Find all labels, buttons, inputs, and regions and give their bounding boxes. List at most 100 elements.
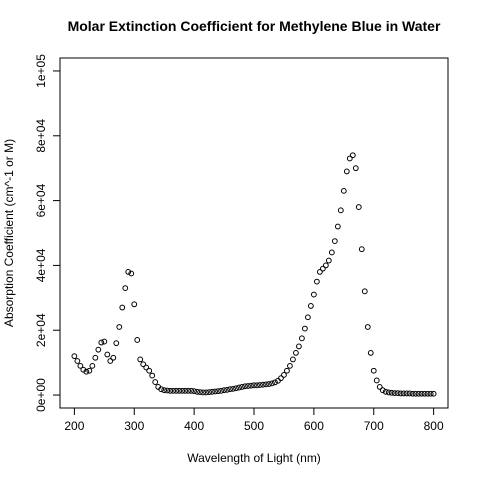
point (272, 379, 278, 386)
point (269, 380, 275, 387)
point (430, 390, 437, 397)
y-tick-label: 2e+04 (34, 313, 48, 347)
point (394, 390, 401, 396)
point (83, 368, 90, 375)
point (388, 389, 395, 396)
chart-title: Molar Extinction Coefficient for Methyle… (68, 18, 441, 34)
point (236, 384, 242, 391)
point (188, 387, 195, 394)
point (370, 367, 377, 374)
point (128, 270, 135, 277)
point (319, 265, 326, 272)
point (367, 350, 374, 356)
point (203, 389, 209, 396)
point (119, 304, 126, 311)
point (352, 165, 359, 172)
point (170, 387, 177, 394)
point (176, 387, 183, 394)
point (427, 390, 434, 397)
plot-frame (59, 57, 449, 409)
y-tick-label: 0e+00 (34, 378, 48, 412)
point (415, 390, 422, 397)
point (233, 385, 239, 392)
point (254, 382, 260, 389)
point (304, 314, 311, 321)
y-tick-label: 8e+04 (34, 119, 48, 153)
point (299, 335, 305, 342)
point (403, 390, 410, 397)
point (251, 382, 257, 389)
point (424, 390, 431, 397)
point (86, 367, 93, 374)
point (379, 387, 386, 394)
point (98, 339, 105, 346)
point (391, 390, 398, 396)
point (248, 382, 254, 389)
point (137, 356, 144, 363)
point (331, 238, 338, 245)
point (406, 390, 413, 397)
point (418, 390, 425, 397)
point (266, 381, 272, 387)
y-tick-label: 4e+04 (34, 248, 48, 282)
point (343, 168, 350, 175)
point (71, 353, 78, 360)
point (134, 337, 141, 343)
point (143, 364, 150, 371)
point (263, 381, 269, 388)
point (200, 389, 207, 396)
point (218, 387, 224, 394)
point (140, 361, 147, 368)
point (421, 390, 428, 397)
x-tick-label: 300 (124, 419, 144, 433)
point (310, 291, 317, 298)
point (281, 372, 287, 378)
x-tick-label: 600 (304, 419, 324, 433)
point (400, 390, 407, 397)
point (301, 325, 308, 332)
point (116, 324, 123, 330)
point (287, 362, 293, 369)
point (337, 207, 344, 214)
point (382, 388, 389, 395)
point (361, 288, 368, 295)
point (307, 303, 314, 309)
point (194, 388, 201, 395)
point (149, 372, 156, 379)
point (355, 204, 362, 210)
point (122, 285, 129, 291)
point (95, 346, 102, 353)
point (290, 356, 296, 363)
point (209, 388, 215, 395)
point (146, 367, 153, 374)
point (161, 387, 168, 394)
point (328, 249, 335, 256)
x-tick-label: 400 (184, 419, 204, 433)
point (412, 390, 419, 397)
point (242, 383, 248, 390)
point (92, 354, 99, 361)
point (164, 387, 171, 394)
y-tick-label: 1e+05 (34, 54, 48, 88)
point (152, 379, 159, 385)
point (409, 390, 416, 397)
point (179, 387, 186, 394)
point (74, 358, 81, 364)
point (245, 383, 251, 389)
point (101, 338, 108, 345)
point (334, 223, 341, 230)
x-tick-label: 200 (64, 419, 84, 433)
point (197, 389, 204, 396)
point (340, 187, 347, 194)
point (125, 268, 132, 275)
point (173, 387, 180, 394)
point (221, 387, 227, 394)
y-tick-label: 6e+04 (34, 183, 48, 217)
point (110, 354, 117, 361)
point (284, 367, 290, 374)
point (212, 388, 218, 395)
point (349, 152, 356, 159)
point (293, 350, 299, 356)
